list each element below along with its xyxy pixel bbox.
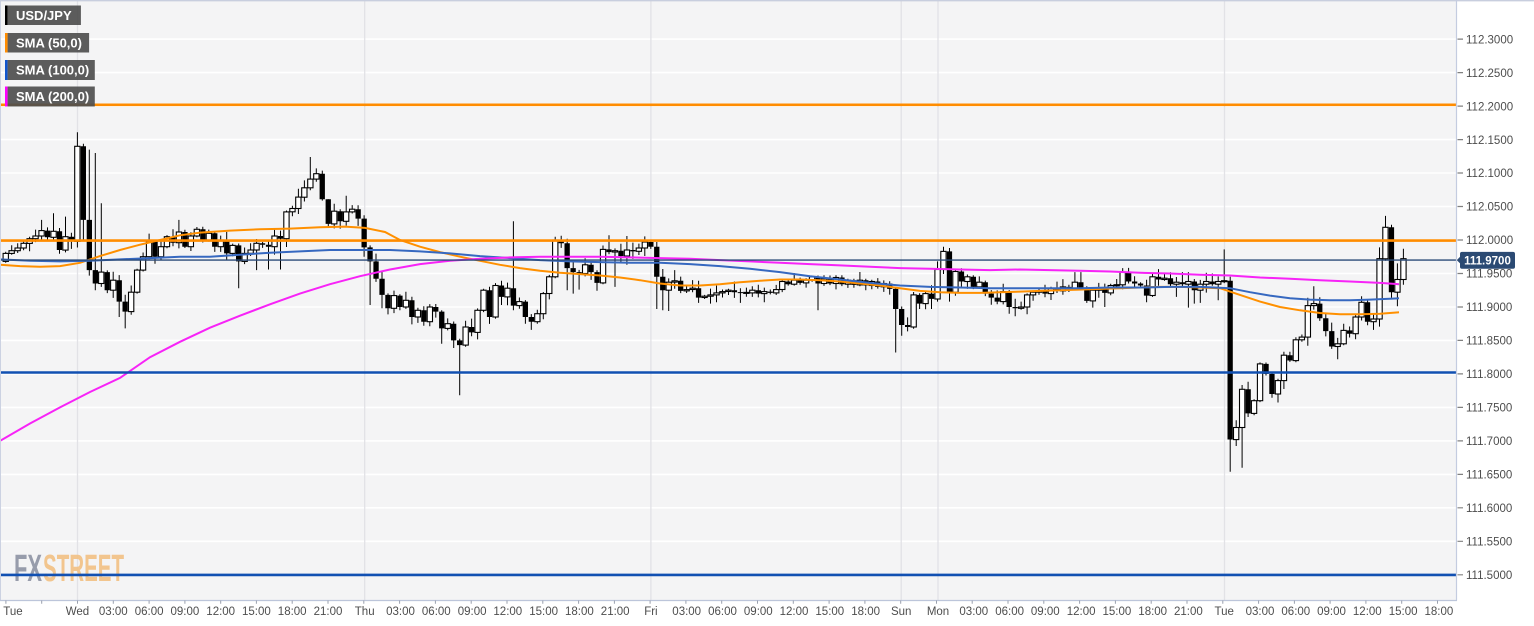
svg-text:112.1000: 112.1000: [1466, 168, 1513, 180]
svg-text:112.1500: 112.1500: [1466, 135, 1513, 147]
svg-text:Sun: Sun: [891, 606, 911, 618]
svg-text:18:00: 18:00: [565, 606, 594, 618]
svg-text:06:00: 06:00: [422, 606, 451, 618]
svg-text:15:00: 15:00: [529, 606, 558, 618]
svg-text:18:00: 18:00: [278, 606, 307, 618]
svg-text:09:00: 09:00: [458, 606, 487, 618]
svg-text:111.6000: 111.6000: [1466, 503, 1512, 515]
svg-text:111.9000: 111.9000: [1466, 302, 1512, 314]
svg-text:12:00: 12:00: [780, 606, 809, 618]
svg-text:06:00: 06:00: [708, 606, 737, 618]
svg-text:Wed: Wed: [66, 606, 89, 618]
svg-text:STREET: STREET: [43, 548, 124, 590]
svg-text:Thu: Thu: [355, 606, 375, 618]
svg-text:112.3000: 112.3000: [1466, 34, 1513, 46]
svg-text:12:00: 12:00: [206, 606, 235, 618]
svg-text:21:00: 21:00: [314, 606, 343, 618]
svg-text:111.6500: 111.6500: [1466, 470, 1512, 482]
svg-text:FX: FX: [14, 548, 42, 590]
svg-text:111.9700: 111.9700: [1464, 255, 1511, 267]
svg-text:03:00: 03:00: [1246, 606, 1275, 618]
svg-text:03:00: 03:00: [959, 606, 988, 618]
svg-text:18:00: 18:00: [1425, 606, 1454, 618]
svg-text:USD/JPY: USD/JPY: [16, 8, 72, 23]
svg-text:111.8500: 111.8500: [1466, 336, 1512, 348]
svg-text:Fri: Fri: [644, 606, 657, 618]
svg-text:Tue: Tue: [1215, 606, 1234, 618]
svg-text:111.7000: 111.7000: [1466, 436, 1512, 448]
svg-text:111.5500: 111.5500: [1466, 537, 1512, 549]
svg-text:09:00: 09:00: [1031, 606, 1060, 618]
svg-text:112.2500: 112.2500: [1466, 68, 1513, 80]
svg-text:SMA (50,0): SMA (50,0): [16, 35, 82, 50]
svg-text:Tue: Tue: [3, 606, 22, 618]
svg-text:111.9500: 111.9500: [1466, 269, 1512, 281]
svg-text:18:00: 18:00: [1138, 606, 1167, 618]
svg-text:06:00: 06:00: [135, 606, 164, 618]
svg-text:15:00: 15:00: [1103, 606, 1132, 618]
svg-text:SMA (100,0): SMA (100,0): [16, 63, 89, 78]
svg-text:21:00: 21:00: [601, 606, 630, 618]
svg-text:112.2000: 112.2000: [1466, 101, 1513, 113]
svg-text:15:00: 15:00: [242, 606, 271, 618]
svg-text:111.8000: 111.8000: [1466, 369, 1512, 381]
svg-text:112.0000: 112.0000: [1466, 235, 1513, 247]
svg-text:15:00: 15:00: [1389, 606, 1418, 618]
svg-text:111.7500: 111.7500: [1466, 403, 1512, 415]
svg-text:09:00: 09:00: [171, 606, 200, 618]
svg-text:12:00: 12:00: [493, 606, 522, 618]
svg-text:09:00: 09:00: [744, 606, 773, 618]
svg-text:03:00: 03:00: [386, 606, 415, 618]
svg-text:12:00: 12:00: [1353, 606, 1382, 618]
svg-text:21:00: 21:00: [1174, 606, 1203, 618]
svg-text:03:00: 03:00: [99, 606, 128, 618]
svg-text:06:00: 06:00: [1281, 606, 1310, 618]
svg-text:06:00: 06:00: [995, 606, 1024, 618]
svg-text:18:00: 18:00: [851, 606, 880, 618]
svg-text:SMA (200,0): SMA (200,0): [16, 89, 89, 104]
svg-text:09:00: 09:00: [1317, 606, 1346, 618]
svg-text:112.0500: 112.0500: [1466, 202, 1513, 214]
svg-text:12:00: 12:00: [1067, 606, 1096, 618]
svg-text:111.5000: 111.5000: [1466, 570, 1512, 582]
svg-text:Mon: Mon: [927, 606, 949, 618]
svg-text:15:00: 15:00: [815, 606, 844, 618]
svg-text:03:00: 03:00: [672, 606, 701, 618]
